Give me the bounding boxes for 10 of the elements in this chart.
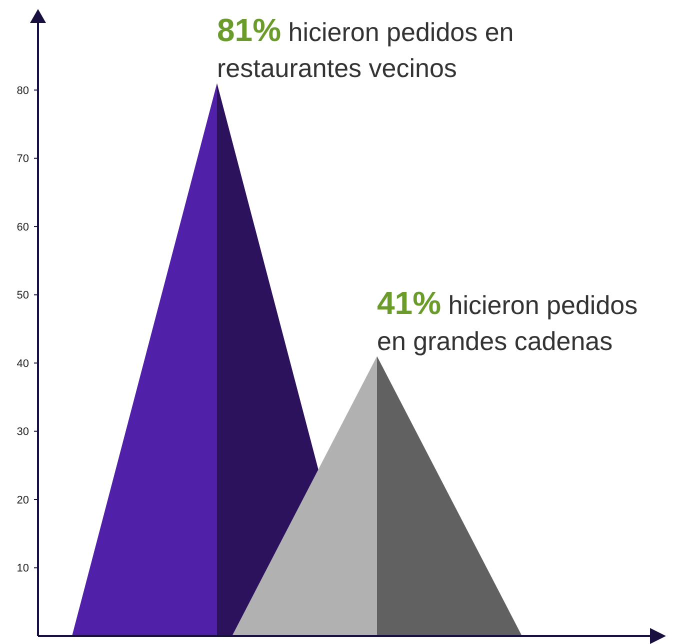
data-label: 81% (217, 12, 282, 48)
y-tick-label: 50 (16, 290, 29, 302)
y-tick-label: 10 (16, 562, 29, 575)
y-tick-label: 70 (16, 153, 29, 166)
y-tick-label: 60 (16, 221, 29, 234)
y-tick-label: 30 (16, 426, 29, 438)
y-tick-label: 20 (16, 494, 29, 506)
y-tick-label: 80 (16, 84, 29, 97)
data-label: 41% (377, 285, 442, 322)
y-tick-label: 40 (16, 358, 29, 370)
